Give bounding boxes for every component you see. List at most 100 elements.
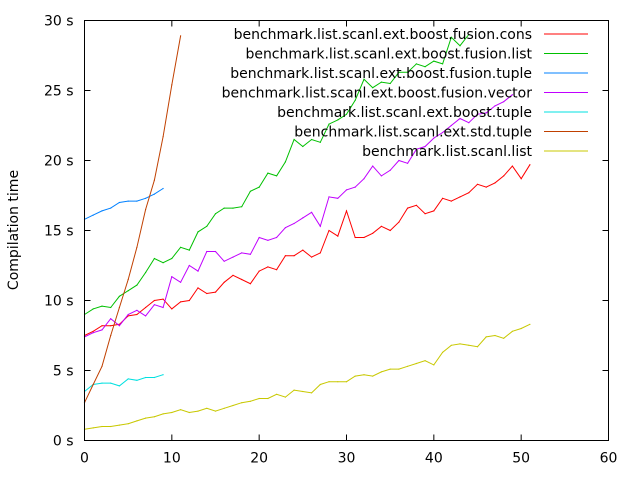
legend-label: benchmark.list.scanl.ext.boost.fusion.co… [234, 27, 532, 43]
data-point [302, 217, 304, 219]
data-point [110, 382, 112, 384]
data-point [459, 196, 461, 198]
data-point [415, 362, 417, 365]
data-point [188, 264, 190, 267]
data-point [389, 229, 391, 232]
data-point [136, 200, 138, 202]
data-point [153, 304, 155, 306]
data-point [302, 249, 304, 251]
data-point [442, 197, 444, 199]
data-point [249, 400, 251, 402]
data-point [223, 281, 225, 283]
data-point [214, 250, 217, 253]
data-point [354, 186, 356, 188]
data-point [127, 313, 129, 316]
data-point [101, 425, 103, 428]
data-point [450, 200, 452, 202]
series-line-4 [84, 374, 164, 392]
data-point [162, 413, 164, 415]
data-point [136, 420, 138, 422]
data-point [258, 186, 260, 188]
data-point [162, 262, 164, 264]
data-point [92, 332, 94, 334]
data-point [136, 284, 138, 286]
data-point [529, 323, 531, 325]
data-point [485, 186, 487, 188]
data-point [223, 407, 225, 409]
data-point [276, 269, 278, 271]
data-point [206, 250, 208, 253]
data-point [302, 390, 304, 393]
data-point [398, 159, 400, 162]
data-point [101, 210, 103, 212]
data-point [145, 315, 147, 317]
data-point [118, 325, 120, 327]
data-point [171, 84, 173, 86]
data-point [153, 257, 155, 260]
data-point [206, 225, 208, 227]
data-point [485, 336, 487, 338]
data-point [284, 396, 286, 398]
data-point [372, 87, 374, 89]
data-point [206, 407, 208, 409]
data-point [476, 183, 479, 185]
series-line-5 [84, 35, 182, 403]
data-point [503, 175, 505, 177]
data-point [162, 187, 164, 190]
data-point [101, 365, 103, 367]
data-point [258, 236, 260, 239]
data-point [337, 235, 339, 237]
data-point [284, 161, 286, 163]
data-point [319, 225, 321, 227]
data-point [249, 283, 251, 285]
data-point [127, 378, 129, 380]
data-point [180, 301, 182, 303]
plot-frame [84, 20, 609, 441]
legend: benchmark.list.scanl.ext.boost.fusion.co… [222, 27, 588, 160]
data-point [459, 343, 461, 345]
data-point [380, 175, 382, 177]
data-point [258, 397, 260, 400]
data-point [145, 417, 147, 419]
y-tick-label: 5 s [53, 364, 74, 380]
data-point [503, 101, 505, 103]
data-point [145, 197, 147, 199]
data-point [127, 423, 129, 425]
data-point [145, 271, 147, 274]
data-point [276, 393, 278, 395]
data-point [118, 385, 120, 387]
legend-label: benchmark.list.scanl.ext.boost.tuple [277, 105, 532, 121]
data-point [110, 325, 112, 327]
data-point [92, 308, 94, 310]
series-line-3 [84, 94, 513, 338]
data-point [433, 364, 435, 366]
data-point [118, 424, 120, 426]
data-point [241, 252, 243, 254]
data-point [415, 148, 417, 150]
data-point [345, 189, 348, 191]
data-point [145, 376, 147, 379]
data-point [214, 291, 217, 293]
data-point [197, 410, 199, 412]
data-point [267, 397, 269, 400]
data-point [171, 411, 173, 414]
data-point [337, 197, 339, 199]
data-point [180, 246, 182, 248]
data-point [476, 113, 479, 115]
x-tick-label: 30 [338, 451, 356, 467]
data-point [118, 306, 120, 309]
data-point [180, 409, 182, 411]
data-point [101, 325, 103, 327]
data-point [424, 145, 426, 148]
data-point [380, 371, 382, 373]
data-point [197, 270, 199, 272]
data-point [494, 334, 496, 337]
data-point [284, 227, 286, 229]
x-tick-label: 0 [80, 451, 89, 467]
data-point [153, 179, 155, 181]
data-point [293, 389, 295, 391]
data-point [136, 309, 138, 311]
data-point [293, 255, 295, 257]
x-axis: 0 10 20 30 40 50 60 [80, 20, 617, 467]
